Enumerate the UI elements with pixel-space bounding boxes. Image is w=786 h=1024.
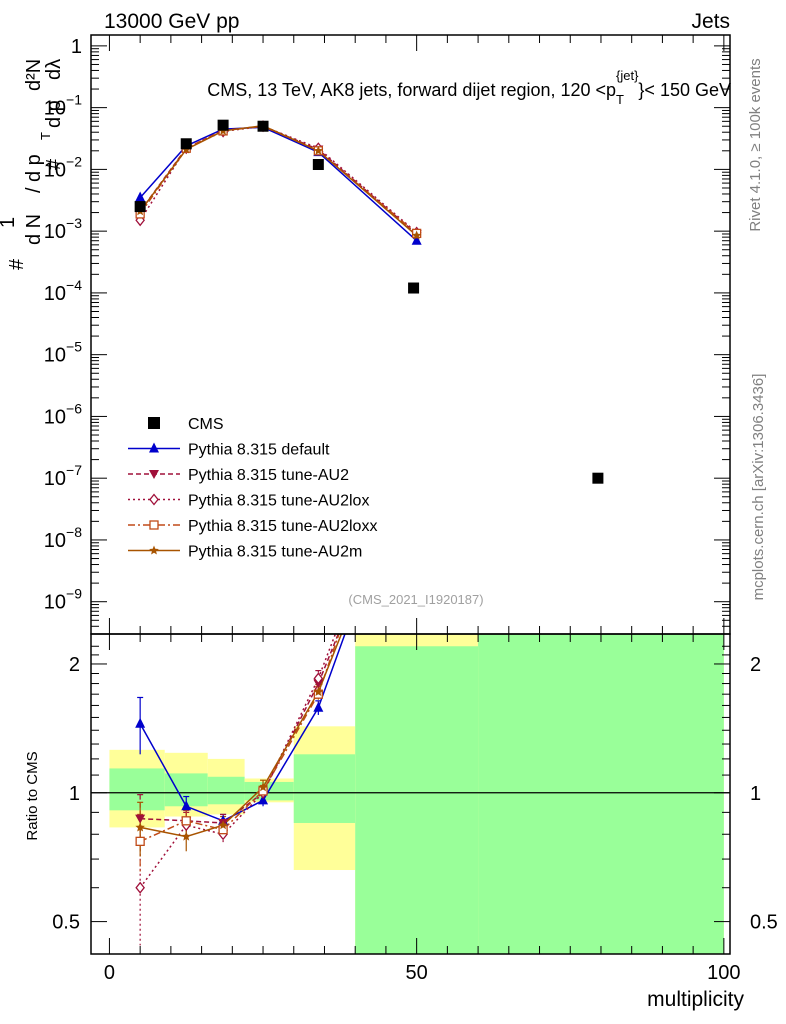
triangle-marker <box>135 191 146 202</box>
triangle-marker <box>258 794 269 805</box>
star-marker <box>181 831 191 841</box>
ratio-y-tick-label: 2 <box>750 654 761 676</box>
star-marker <box>258 782 268 792</box>
y-tick-label: 10−7 <box>44 462 82 490</box>
header-jets: Jets <box>691 10 730 33</box>
star-marker <box>135 822 145 832</box>
analysis-id: (CMS_2021_I1920187) <box>348 592 483 607</box>
ratio-line <box>139 634 337 889</box>
svg-text:d p: d p <box>23 154 45 182</box>
y-tick-label: 10−9 <box>44 586 82 614</box>
star-marker <box>218 820 228 830</box>
svg-text:d p: d p <box>43 100 65 128</box>
cms-data-point <box>408 282 420 294</box>
ratio-y-tick-label: 1 <box>69 783 80 805</box>
ratio-y-tick-label: 1 <box>750 783 761 805</box>
svg-text:#: # <box>43 158 65 170</box>
y-tick-label: 10−6 <box>44 400 82 428</box>
star-marker <box>149 545 159 555</box>
square-marker <box>181 816 191 826</box>
triangle-marker <box>135 717 146 728</box>
diamond-marker <box>149 493 159 506</box>
star-marker <box>313 145 324 155</box>
svg-text:1: 1 <box>0 217 19 228</box>
cms-data-point <box>217 119 229 131</box>
y-tick-label: 10−1 <box>44 92 82 120</box>
ratio-band-inner <box>109 768 165 811</box>
ratio-band-inner <box>293 754 356 823</box>
svg-text:T: T <box>38 132 53 140</box>
svg-text:/: / <box>23 187 45 193</box>
svg-text:dλ: dλ <box>43 59 65 80</box>
triangle-down-marker <box>135 814 146 824</box>
ratio-plot-frame <box>90 633 731 955</box>
data-markers <box>134 119 604 894</box>
y-tick-label: 10−2 <box>44 153 82 181</box>
main-series-lines <box>139 124 418 242</box>
triangle-marker <box>181 800 192 811</box>
cms-data-point <box>312 159 324 171</box>
legend-marker-cms <box>148 417 160 429</box>
y-tick-label: 10−3 <box>44 215 82 243</box>
ratio-y-label: Ratio to CMS <box>24 751 41 840</box>
diamond-marker <box>313 672 324 685</box>
ratio-band-inner <box>207 776 245 805</box>
x-tick-label: 0 <box>104 962 115 984</box>
triangle-down-marker <box>149 470 159 479</box>
legend-label: Pythia 8.315 tune-AU2m <box>188 544 362 561</box>
ratio-line <box>139 634 340 843</box>
ratio-y-tick-label: 0.5 <box>750 912 778 934</box>
mcplots-reference: mcplots.cern.ch [arXiv:1306.3436] <box>750 374 767 601</box>
ratio-band-inner <box>355 646 479 954</box>
ratio-line <box>140 634 343 838</box>
ratio-y-tick-label: 2 <box>69 654 80 676</box>
star-marker <box>411 230 422 240</box>
main-plot-frame <box>90 34 731 635</box>
svg-text:d²N: d²N <box>23 59 45 91</box>
cms-data-point <box>257 120 269 132</box>
y-tick-label: 10−5 <box>44 339 82 367</box>
square-marker <box>149 520 159 530</box>
legend-label: Pythia 8.315 tune-AU2 <box>188 467 349 484</box>
axes: 0 50 10010−910−810−710−610−510−410−310−210… <box>44 35 778 984</box>
y-tick-label: 10−8 <box>44 524 82 552</box>
legend-label: Pythia 8.315 tune-AU2loxx <box>188 518 377 535</box>
legend-label-cms: CMS <box>188 416 224 433</box>
y-tick-label: 10−4 <box>44 277 82 305</box>
x-axis-label: multiplicity <box>647 988 744 1011</box>
cms-data-point <box>134 201 146 213</box>
y-tick-label: 1 <box>71 36 82 58</box>
header-energy: 13000 GeV pp <box>104 10 239 33</box>
ratio-y-tick-label: 0.5 <box>52 912 80 934</box>
legend-label: Pythia 8.315 tune-AU2lox <box>188 493 369 510</box>
legend-label: Pythia 8.315 default <box>188 442 330 459</box>
star-marker <box>313 687 324 696</box>
cms-data-point <box>180 138 192 150</box>
svg-text:#: # <box>6 258 28 270</box>
triangle-marker <box>149 442 159 453</box>
rivet-version: Rivet 4.1.0, ≥ 100k events <box>747 58 764 231</box>
square-marker <box>135 836 145 847</box>
cms-data-point <box>592 472 604 484</box>
legend: CMS Pythia 8.315 default Pythia 8.315 tune… <box>128 416 377 561</box>
x-tick-label: 50 <box>406 962 428 984</box>
ratio-band-inner <box>478 634 724 954</box>
ratio-line <box>140 634 340 824</box>
diamond-marker <box>135 881 145 894</box>
y-axis-label: # 1 d N / d p T # d²N d p dλ <box>0 59 65 270</box>
series-line <box>139 124 418 237</box>
chart-title: CMS, 13 TeV, AK8 jets, forward dijet reg… <box>207 68 731 107</box>
ratio-uncertainty-bands <box>109 634 724 954</box>
triangle-marker <box>411 234 422 245</box>
svg-text:d N: d N <box>23 214 45 245</box>
x-tick-label: 100 <box>707 962 740 984</box>
triangle-marker <box>313 701 324 712</box>
